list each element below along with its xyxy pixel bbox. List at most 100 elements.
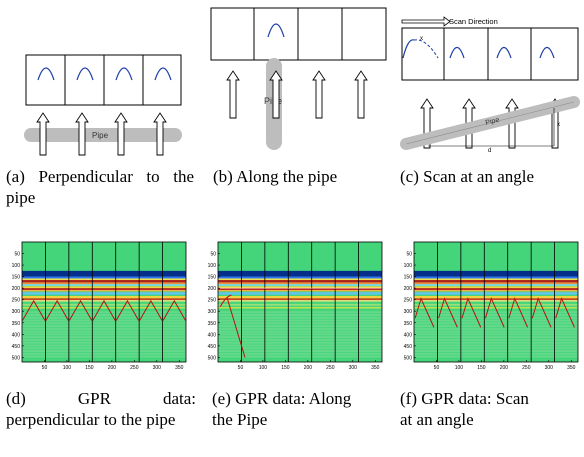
y-tick-label: 300: [404, 309, 413, 315]
reflection-band: [22, 303, 186, 306]
texture-line: [218, 352, 382, 355]
reflection-band: [22, 284, 186, 286]
texture-line: [414, 327, 578, 330]
reflection-band: [414, 296, 578, 299]
reflection-band: [218, 296, 382, 299]
pipe: [24, 128, 182, 142]
green-field: [218, 242, 382, 362]
hyperbola-trace: [219, 294, 232, 307]
texture-line: [414, 341, 578, 344]
caption-d-line1: (d) GPR data:: [6, 389, 196, 408]
hyperbola-3: [496, 46, 512, 59]
texture-line: [218, 322, 382, 325]
y-tick-label: 450: [12, 344, 21, 350]
x-tick-label: 350: [175, 365, 184, 371]
reflection-band: [414, 276, 578, 279]
radargram-image: [218, 242, 382, 362]
reflection-band: [218, 282, 382, 285]
y-tick-label: 350: [12, 321, 21, 327]
green-field: [22, 242, 186, 362]
hyperbola-trace: [531, 297, 552, 328]
texture-line: [22, 347, 186, 350]
reflection-band: [218, 290, 382, 292]
reflection-band: [414, 307, 578, 309]
d-label: d: [488, 148, 491, 154]
scan-direction-label: Scan Direction: [449, 17, 498, 26]
texture-line: [22, 352, 186, 355]
texture-line: [414, 338, 578, 341]
reflection-band: [414, 278, 578, 281]
x-tick-label: 100: [455, 365, 464, 371]
y-tick-label: 150: [12, 275, 21, 281]
x-tick-label: 50: [42, 365, 48, 371]
texture-line: [218, 314, 382, 316]
gpr-plot-angle: 50 100 150 200 250 300 350 400 450 500 50 100 150 200…: [404, 241, 579, 371]
texture-line: [414, 325, 578, 328]
reflection-band: [22, 288, 186, 290]
caption-d-rest: perpendicular to the pipe: [6, 410, 176, 429]
hyperbola-trace: [414, 297, 435, 328]
hyperbola-1: [37, 67, 55, 81]
reflection-band: [218, 284, 382, 286]
texture-line: [218, 316, 382, 319]
hyperbola-trace: [139, 299, 163, 321]
y-tick-label: 300: [208, 309, 217, 315]
hyperbola-trace: [162, 299, 186, 321]
hyperbola-trace: [45, 299, 69, 321]
hyperbola-trace: [226, 297, 246, 358]
hyperbola-1: [402, 39, 415, 59]
texture-line: [414, 350, 578, 352]
reflection-band: [22, 270, 186, 277]
texture-line: [218, 355, 382, 358]
hyperbola-trace: [461, 297, 482, 328]
y-tick-label: 350: [404, 321, 413, 327]
texture-line: [414, 330, 578, 333]
caption-f-rest: at an angle: [400, 410, 474, 429]
reflection-band: [414, 284, 578, 286]
x-label-top: x: [420, 36, 423, 42]
gpr-plot-perpendicular: 50 100 150 200 250 300 350 400 450 500 50 100 150 200…: [12, 241, 187, 371]
texture-line: [218, 330, 382, 333]
reflection-band: [22, 307, 186, 309]
texture-line: [218, 338, 382, 341]
y-tick-label: 450: [404, 344, 413, 350]
texture-line: [22, 325, 186, 328]
texture-line: [22, 336, 186, 339]
texture-line: [414, 322, 578, 325]
y-tick-label: 150: [208, 275, 217, 281]
reflection-band: [218, 300, 382, 302]
x-tick-label: 200: [108, 365, 117, 371]
reflection-band: [414, 300, 578, 302]
hyperbola-trace: [68, 299, 93, 321]
x-label-side: x: [557, 122, 560, 128]
hyperbola-2: [449, 46, 465, 59]
reflection-band: [414, 303, 578, 306]
y-tick-label: 50: [14, 252, 20, 258]
texture-line: [22, 344, 186, 347]
texture-line: [22, 314, 186, 316]
hyperbola-trace: [22, 299, 46, 321]
reflection-band: [414, 270, 578, 277]
x-tick-label: 250: [130, 365, 139, 371]
reflection-band: [414, 286, 578, 289]
x-tick-label: 250: [326, 365, 335, 371]
texture-line: [22, 316, 186, 319]
hyperbola-trace: [555, 297, 575, 328]
x-tick-label: 250: [522, 365, 531, 371]
hyperbola-4: [154, 67, 172, 81]
y-tick-label: 100: [404, 263, 413, 269]
y-tick-label: 150: [404, 275, 413, 281]
texture-line: [414, 311, 578, 314]
texture-line: [218, 319, 382, 322]
x-tick-label: 300: [349, 365, 358, 371]
hyperbola-2: [76, 67, 94, 81]
texture-line: [218, 333, 382, 336]
y-tick-label: 500: [12, 355, 21, 361]
pipe-label: Pipe: [92, 131, 109, 140]
caption-a: (a) Perpendicular to the pipe: [6, 167, 194, 207]
y-tick-label: 100: [208, 263, 217, 269]
y-tick-label: 200: [208, 286, 217, 292]
reflection-band: [414, 282, 578, 285]
caption-c: (c) Scan at an angle: [400, 167, 535, 186]
y-tick-label: 50: [210, 252, 216, 258]
